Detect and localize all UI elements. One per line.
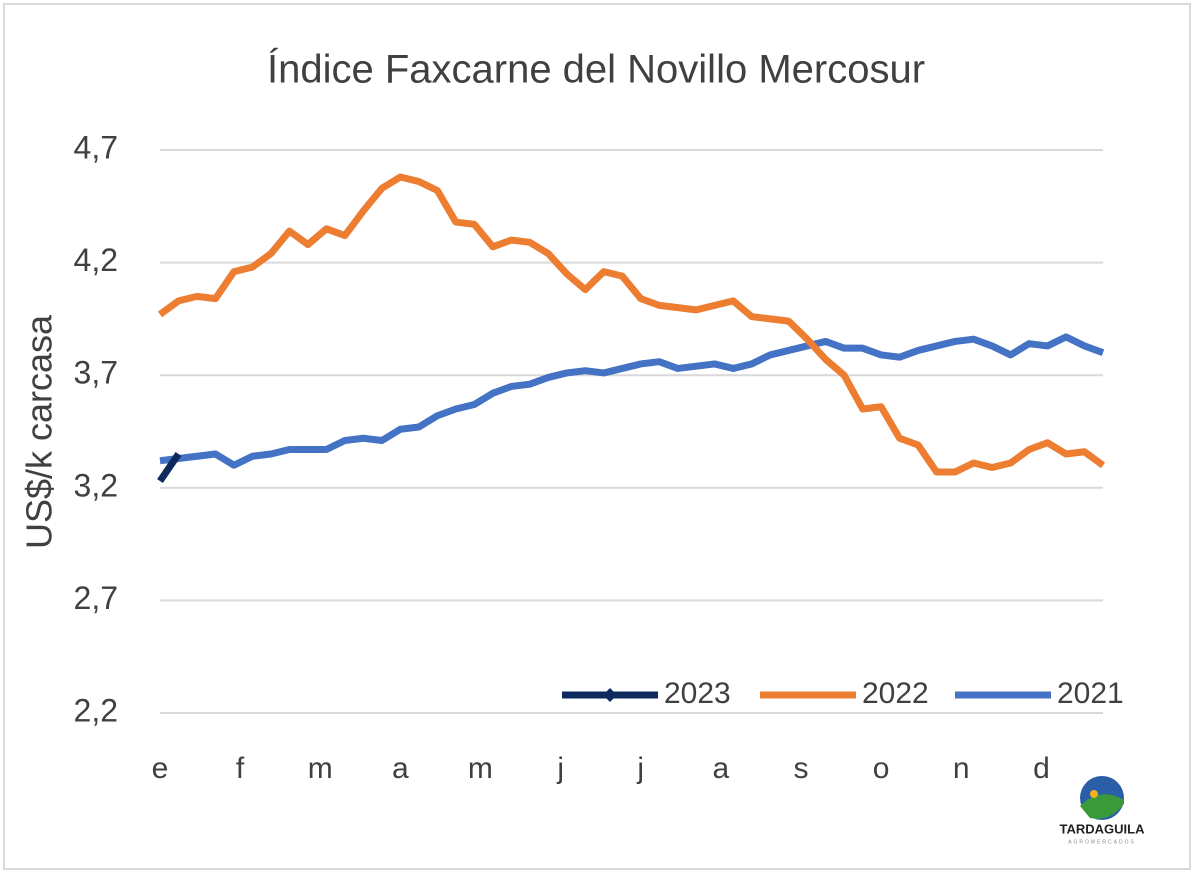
- x-tick-label: e: [152, 752, 169, 785]
- y-tick-label: 2,2: [74, 692, 118, 728]
- y-tick-label: 4,2: [74, 242, 118, 278]
- logo-tagline: AGROMERCADOS: [1068, 839, 1136, 845]
- x-tick-label: j: [636, 752, 644, 785]
- y-tick-label: 3,7: [74, 355, 118, 391]
- legend-label: 2022: [862, 677, 929, 710]
- x-tick-label: m: [308, 752, 333, 785]
- x-tick-label: a: [392, 752, 409, 785]
- x-tick-label: o: [873, 752, 890, 785]
- y-axis-label: US$/k carcasa: [19, 314, 60, 549]
- x-tick-label: a: [712, 752, 729, 785]
- legend-label: 2023: [664, 677, 731, 710]
- legend-marker: [603, 688, 617, 702]
- x-tick-label: s: [794, 752, 809, 785]
- x-tick-label: j: [556, 752, 564, 785]
- chart-title: Índice Faxcarne del Novillo Mercosur: [267, 47, 925, 92]
- y-tick-label: 2,7: [74, 580, 118, 616]
- y-tick-label: 3,2: [74, 467, 118, 503]
- logo-name: TARDAGUILA: [1060, 821, 1146, 836]
- y-tick-label: 4,7: [74, 129, 118, 165]
- logo-icon: [1080, 794, 1124, 819]
- x-tick-label: d: [1033, 752, 1050, 785]
- line-series: [159, 333, 1105, 469]
- x-tick-label: f: [236, 752, 245, 785]
- chart-frame: [3, 3, 1191, 870]
- legend-label: 2021: [1057, 677, 1124, 710]
- logo: TARDAGUILA AGROMERCADOS: [1060, 776, 1146, 845]
- x-tick-label: n: [953, 752, 970, 785]
- line-series: [157, 173, 1106, 476]
- line-series: [157, 452, 182, 484]
- x-tick-label: m: [468, 752, 493, 785]
- logo-icon: [1090, 790, 1098, 798]
